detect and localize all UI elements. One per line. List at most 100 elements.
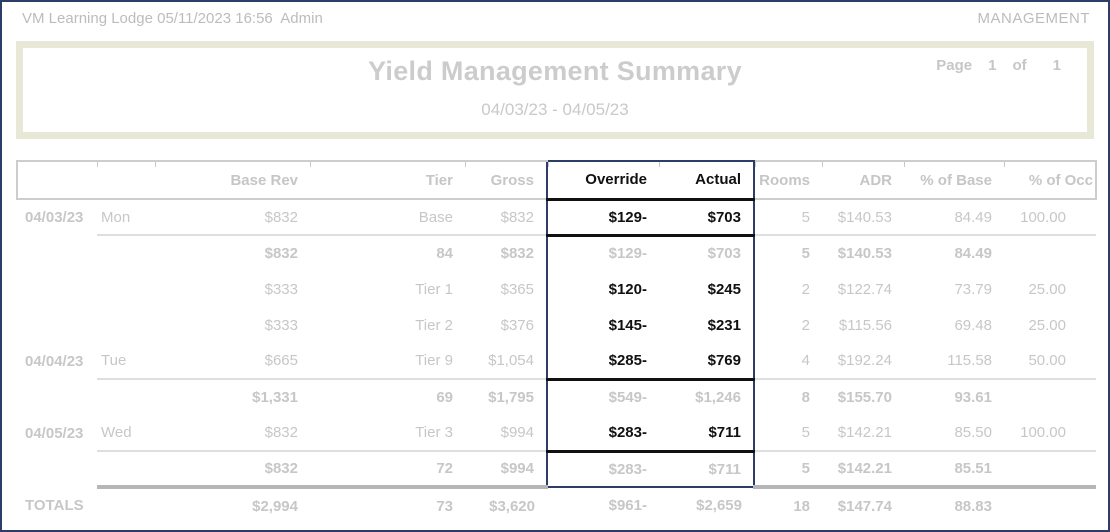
cell-adr: $140.53 <box>837 245 892 262</box>
cell-date <box>17 379 97 415</box>
cell-override: $549- <box>546 379 659 415</box>
header-property-datetime-user: VM Learning Lodge 05/11/2023 16:56 Admin <box>22 10 323 27</box>
column-header-date <box>16 160 97 200</box>
column-header-pct-base: % of Base <box>904 160 1004 200</box>
cell-date: TOTALS <box>25 496 84 514</box>
of-label: of <box>1012 57 1027 74</box>
cell-pct-base: 84.49 <box>954 245 992 262</box>
cell-actual: $2,659 <box>696 497 742 514</box>
table-row: $1,331 69 $1,795 $549- $1,246 8 $155.70 93.61 <box>17 379 1096 415</box>
cell-actual: $711 <box>659 451 755 488</box>
cell-pct-occ <box>1004 379 1096 415</box>
cell-base-rev: $665 <box>155 343 310 380</box>
cell-base-rev: $832 <box>264 245 298 262</box>
cell-override: $129- <box>546 235 659 271</box>
page-count: 1 <box>1052 57 1061 74</box>
column-header-actual: Actual <box>659 160 755 201</box>
cell-tier: Tier 9 <box>310 343 465 380</box>
cell-adr: $192.24 <box>822 343 904 380</box>
column-header-tier: Tier <box>310 160 465 200</box>
report-date-range: 04/03/23 - 04/05/23 <box>481 100 629 119</box>
table-body: 04/03/23 Mon $832 Base $832 $129- $703 5 $140.53… <box>17 199 1096 523</box>
cell-override: $961- <box>608 497 647 514</box>
cell-rooms: 4 <box>754 343 822 380</box>
cell-tier: Base <box>310 199 465 236</box>
cell-override: $283- <box>546 415 659 453</box>
cell-day <box>97 487 155 523</box>
cell-actual: $703 <box>659 235 755 271</box>
cell-rooms: 5 <box>754 451 822 489</box>
cell-tier: 73 <box>436 497 453 515</box>
cell-base-rev: $333 <box>264 316 298 334</box>
cell-gross: $832 <box>465 199 547 236</box>
cell-pct-base: 88.83 <box>954 497 992 515</box>
cell-pct-occ: 100.00 <box>1004 415 1096 452</box>
column-header-adr: ADR <box>822 160 904 200</box>
cell-pct-base: 93.61 <box>954 389 992 406</box>
cell-pct-occ: 100.00 <box>1004 199 1096 236</box>
table-row: TOTALS $2,994 73 $3,620 $961- $2,659 18 $147.74… <box>17 487 1096 523</box>
cell-actual: $231 <box>659 307 755 343</box>
cell-tier: Tier 1 <box>415 280 453 298</box>
cell-date: 04/03/23 <box>25 209 84 226</box>
cell-tier: 69 <box>436 389 453 406</box>
column-header-base-rev: Base Rev <box>155 160 310 200</box>
cell-adr: $142.21 <box>822 415 904 452</box>
cell-base-rev: $333 <box>264 280 298 298</box>
cell-pct-base: 84.49 <box>904 199 1004 236</box>
cell-day: Mon <box>97 199 155 236</box>
cell-tier: Tier 3 <box>310 415 465 452</box>
page-label: Page <box>936 57 973 74</box>
column-header-pct-occ: % of Occ <box>1004 160 1097 200</box>
cell-gross: $376 <box>500 316 534 334</box>
table-row: $333 Tier 2 $376 $145- $231 2 $115.56 69.48 25.0… <box>17 307 1096 343</box>
cell-gross: $1,795 <box>488 389 534 406</box>
cell-pct-occ <box>1004 235 1096 271</box>
cell-rooms: 8 <box>801 389 810 406</box>
cell-rooms: 2 <box>801 280 810 298</box>
cell-date: 04/05/23 <box>25 424 84 442</box>
page-indicator: Page 1 of 1 <box>936 57 1061 74</box>
cell-adr: $115.56 <box>838 316 892 334</box>
cell-gross: $994 <box>465 451 547 489</box>
column-header-gross: Gross <box>465 160 547 200</box>
cell-base-rev: $1,331 <box>252 389 298 406</box>
cell-tier: 72 <box>310 451 465 489</box>
cell-pct-base: 85.51 <box>904 451 1004 489</box>
cell-day <box>97 307 155 343</box>
cell-pct-base: 73.79 <box>954 280 992 298</box>
cell-adr: $142.21 <box>822 451 904 489</box>
column-header-override: Override <box>546 160 659 201</box>
cell-pct-occ <box>1004 451 1096 489</box>
cell-day <box>97 379 155 415</box>
cell-base-rev: $832 <box>155 199 310 236</box>
column-header-day <box>97 160 155 200</box>
cell-gross: $832 <box>500 245 534 262</box>
table-header-row: Base Rev Tier Gross Override Actual Room… <box>16 160 1097 201</box>
table-row: 04/03/23 Mon $832 Base $832 $129- $703 5 $140.53… <box>17 199 1096 237</box>
title-box: Yield Management Summary Page 1 of 1 04/… <box>16 41 1094 139</box>
cell-date <box>17 235 97 271</box>
yield-summary-table: Base Rev Tier Gross Override Actual Room… <box>16 160 1097 523</box>
cell-pct-base: 115.58 <box>904 343 1004 380</box>
cell-actual: $711 <box>659 415 755 453</box>
cell-pct-base: 85.50 <box>904 415 1004 452</box>
header-mode-label: MANAGEMENT <box>977 10 1090 27</box>
cell-adr: $122.74 <box>837 280 892 298</box>
cell-day <box>97 235 155 271</box>
cell-actual: $769 <box>659 343 755 381</box>
cell-date: 04/04/23 <box>25 352 84 370</box>
cell-actual: $245 <box>659 271 755 307</box>
cell-adr: $140.53 <box>822 199 904 236</box>
cell-date <box>17 307 97 343</box>
cell-day: Tue <box>97 343 155 380</box>
table-row: 04/05/23 Wed $832 Tier 3 $994 $283- $711 5 $142.… <box>17 415 1096 453</box>
cell-day: Wed <box>97 415 155 452</box>
cell-actual: $703 <box>659 199 755 237</box>
cell-date <box>17 451 97 487</box>
cell-rooms: 18 <box>793 497 810 515</box>
cell-pct-occ: 25.00 <box>1028 280 1066 298</box>
cell-rooms: 2 <box>801 316 810 334</box>
cell-override: $120- <box>546 271 659 307</box>
